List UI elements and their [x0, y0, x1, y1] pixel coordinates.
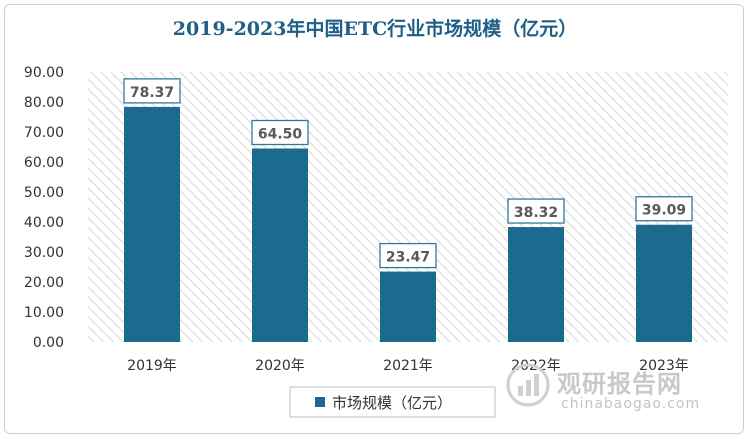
- chart-title: 2019-2023年中国ETC行业市场规模（亿元）: [172, 18, 578, 40]
- data-label: 23.47: [386, 250, 430, 266]
- x-tick-label: 2019年: [127, 358, 177, 374]
- watermark: 观研报告网 chinabaogao.com: [505, 360, 705, 420]
- watermark-name-en: chinabaogao.com: [561, 396, 701, 412]
- legend-swatch: [315, 397, 325, 407]
- y-tick-label: 20.00: [24, 275, 64, 291]
- y-tick-label: 30.00: [24, 245, 64, 261]
- y-tick-label: 50.00: [24, 185, 64, 201]
- y-tick-label: 40.00: [24, 215, 64, 231]
- y-tick-label: 70.00: [24, 125, 64, 141]
- legend: 市场规模（亿元）: [289, 386, 496, 418]
- bar: [380, 271, 436, 342]
- data-label-box: [635, 196, 693, 222]
- bar: [508, 227, 564, 342]
- watermark-logo-icon: [506, 363, 550, 407]
- y-tick-label: 0.00: [33, 335, 64, 351]
- y-tick-label: 80.00: [24, 95, 64, 111]
- y-tick-label: 90.00: [24, 65, 64, 81]
- data-label: 38.32: [514, 205, 558, 221]
- legend-label: 市场规模（亿元）: [332, 394, 452, 412]
- data-label-box: [379, 242, 437, 269]
- x-tick-label: 2023年: [639, 358, 689, 374]
- data-label: 78.37: [130, 85, 174, 101]
- data-label-box: [123, 78, 181, 104]
- bar: [124, 106, 180, 342]
- y-tick-label: 60.00: [24, 155, 64, 171]
- x-tick-label: 2021年: [383, 358, 433, 374]
- data-label: 64.50: [258, 127, 303, 143]
- watermark-name-cn: 观研报告网: [557, 370, 682, 398]
- y-tick-label: 10.00: [24, 305, 64, 321]
- bar: [252, 148, 308, 342]
- data-label: 39.09: [642, 203, 686, 219]
- x-tick-label: 2020年: [255, 358, 305, 374]
- data-label-box: [507, 198, 565, 224]
- bar: [636, 224, 692, 342]
- data-label-box: [251, 119, 309, 146]
